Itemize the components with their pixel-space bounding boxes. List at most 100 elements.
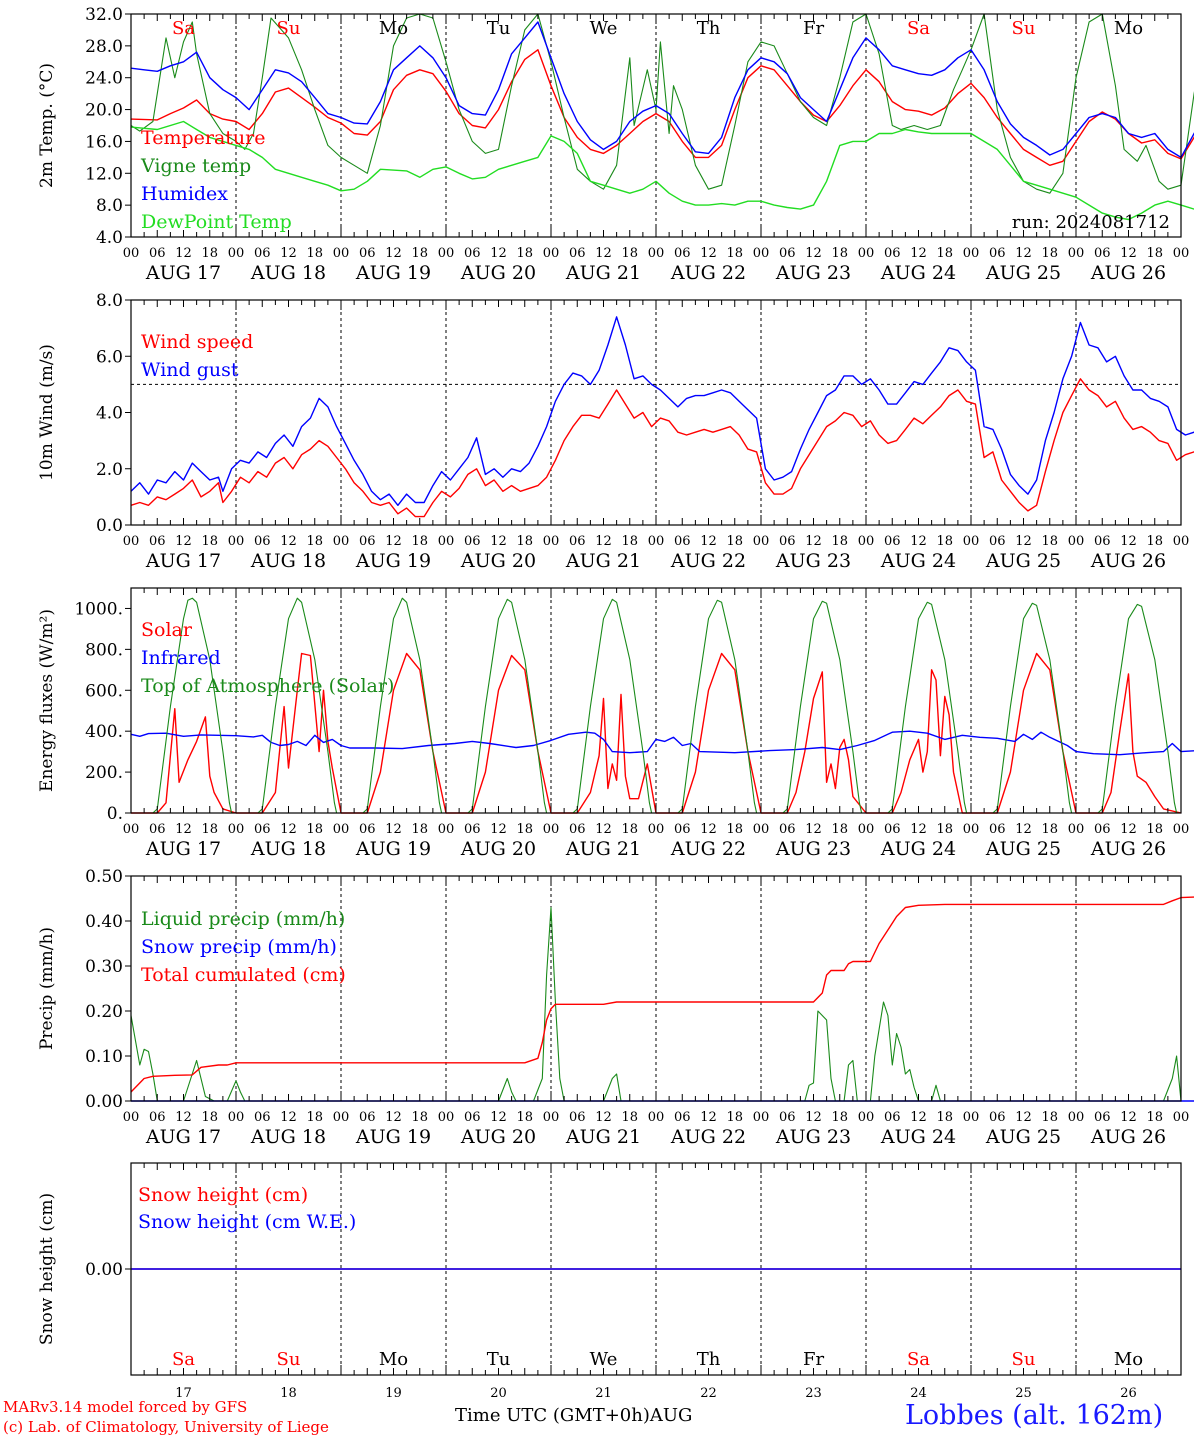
weekday-label-top: Sa [907,18,930,39]
hour-tick-label: 18 [411,246,428,261]
hour-tick-label: 18 [831,822,848,837]
hour-tick-label: 12 [490,534,507,549]
hour-tick-label: 00 [333,822,350,837]
hour-tick-label: 00 [858,246,875,261]
hour-tick-label: 12 [805,246,822,261]
weekday-label-top: Th [697,18,721,39]
hour-tick-label: 12 [175,246,192,261]
hour-tick-label: 00 [123,1110,140,1125]
hour-tick-label: 18 [936,534,953,549]
hour-tick-label: 18 [201,1110,218,1125]
date-label: AUG 23 [775,838,851,860]
legend-entry: Humidex [141,183,228,205]
y-tick-label: 8.0 [96,291,123,311]
hour-tick-label: 12 [595,822,612,837]
hour-tick-label: 18 [621,822,638,837]
y-tick-label: 0. [107,804,123,824]
y-tick-label: 16.0 [85,132,123,152]
hour-tick-label: 06 [569,534,586,549]
plot-frame [130,299,1182,526]
hour-tick-label: 00 [1173,1110,1190,1125]
hour-tick-label: 18 [726,534,743,549]
date-label: AUG 22 [670,838,746,860]
legend-entry: Liquid precip (mm/h) [141,908,345,930]
hour-tick-label: 00 [963,822,980,837]
hour-tick-label: 12 [385,1110,402,1125]
series-line-1-3 [130,21,1194,159]
weekday-label-top: Fr [803,18,824,39]
y-tick-label: 200. [85,763,123,783]
y-tick-label: 0.10 [85,1047,123,1067]
hour-tick-label: 12 [1120,822,1137,837]
y-axis-title: Snow height (cm) [37,1193,57,1345]
hour-tick-label: 00 [858,1110,875,1125]
y-tick-label: 6.0 [96,347,123,367]
weekday-label: Su [277,1349,301,1370]
location-label: Lobbes (alt. 162m) [905,1400,1164,1431]
hour-tick-label: 12 [385,534,402,549]
hour-tick-label: 06 [464,534,481,549]
weekday-label-top: We [590,18,618,39]
hour-tick-label: 06 [149,1110,166,1125]
hour-tick-label: 12 [175,822,192,837]
date-label: AUG 24 [880,550,956,572]
legend-entry: Temperature [141,127,265,149]
series-line-1-4 [130,120,1194,221]
weekday-label-top: Mo [1114,18,1143,39]
hour-tick-label: 06 [884,246,901,261]
panel-4: 0.00 0.10 0.20 0.30 0.40 0.50 Precip (mm/h) 00 0… [37,867,1194,1148]
day-number-label: 24 [910,1386,927,1401]
hour-tick-label: 12 [1015,1110,1032,1125]
date-label: AUG 21 [565,550,641,572]
hour-tick-label: 00 [753,534,770,549]
x-axis-label: Time UTC (GMT+0h) [455,1405,650,1426]
hour-tick-label: 18 [1146,1110,1163,1125]
hour-tick-label: 18 [726,1110,743,1125]
y-tick-label: 0.40 [85,912,123,932]
hour-tick-label: 00 [228,1110,245,1125]
hour-tick-label: 06 [464,1110,481,1125]
weekday-label: Su [1012,1349,1036,1370]
hour-tick-label: 12 [175,1110,192,1125]
series-line-4-3 [130,896,1194,1093]
legend-entry: Snow height (cm) [138,1184,308,1206]
date-label: AUG 20 [460,1126,536,1148]
y-tick-label: 4.0 [96,228,123,248]
date-label: AUG 25 [985,262,1061,284]
legend-entry: Total cumulated (cm) [141,964,346,986]
hour-tick-label: 06 [674,822,691,837]
date-label: AUG 26 [1090,550,1166,572]
y-tick-label: 0.00 [85,1260,123,1280]
hour-tick-label: 06 [359,534,376,549]
date-label: AUG 17 [145,550,221,572]
hour-tick-label: 00 [543,1110,560,1125]
series-line-3-3 [131,597,1178,814]
hour-tick-label: 00 [228,246,245,261]
hour-tick-label: 06 [254,822,271,837]
hour-tick-label: 12 [280,534,297,549]
hour-tick-label: 12 [595,246,612,261]
hour-tick-label: 00 [858,822,875,837]
y-tick-label: 0.00 [85,1092,123,1112]
hour-tick-label: 06 [1094,1110,1111,1125]
panel-3: 0. 200. 400. 600. 800. 1000. Energy fluxes (W/… [37,587,1194,860]
series-line-1-1 [130,49,1194,167]
hour-tick-label: 06 [464,822,481,837]
day-number-label: 23 [805,1386,822,1401]
x-axis-title: Time UTC (GMT+0h)AUG [455,1405,692,1426]
hour-tick-label: 00 [543,246,560,261]
y-tick-label: 12.0 [85,164,123,184]
hour-tick-label: 12 [805,822,822,837]
day-number-label: 22 [700,1386,717,1401]
hour-tick-label: 00 [963,1110,980,1125]
hour-tick-label: 00 [543,822,560,837]
hour-tick-label: 06 [779,246,796,261]
hour-tick-label: 06 [254,246,271,261]
hour-tick-label: 00 [753,246,770,261]
hour-tick-label: 18 [621,1110,638,1125]
legend-entry: Snow height (cm W.E.) [138,1211,356,1233]
hour-tick-label: 12 [175,534,192,549]
date-label: AUG 19 [355,550,431,572]
hour-tick-label: 06 [254,1110,271,1125]
